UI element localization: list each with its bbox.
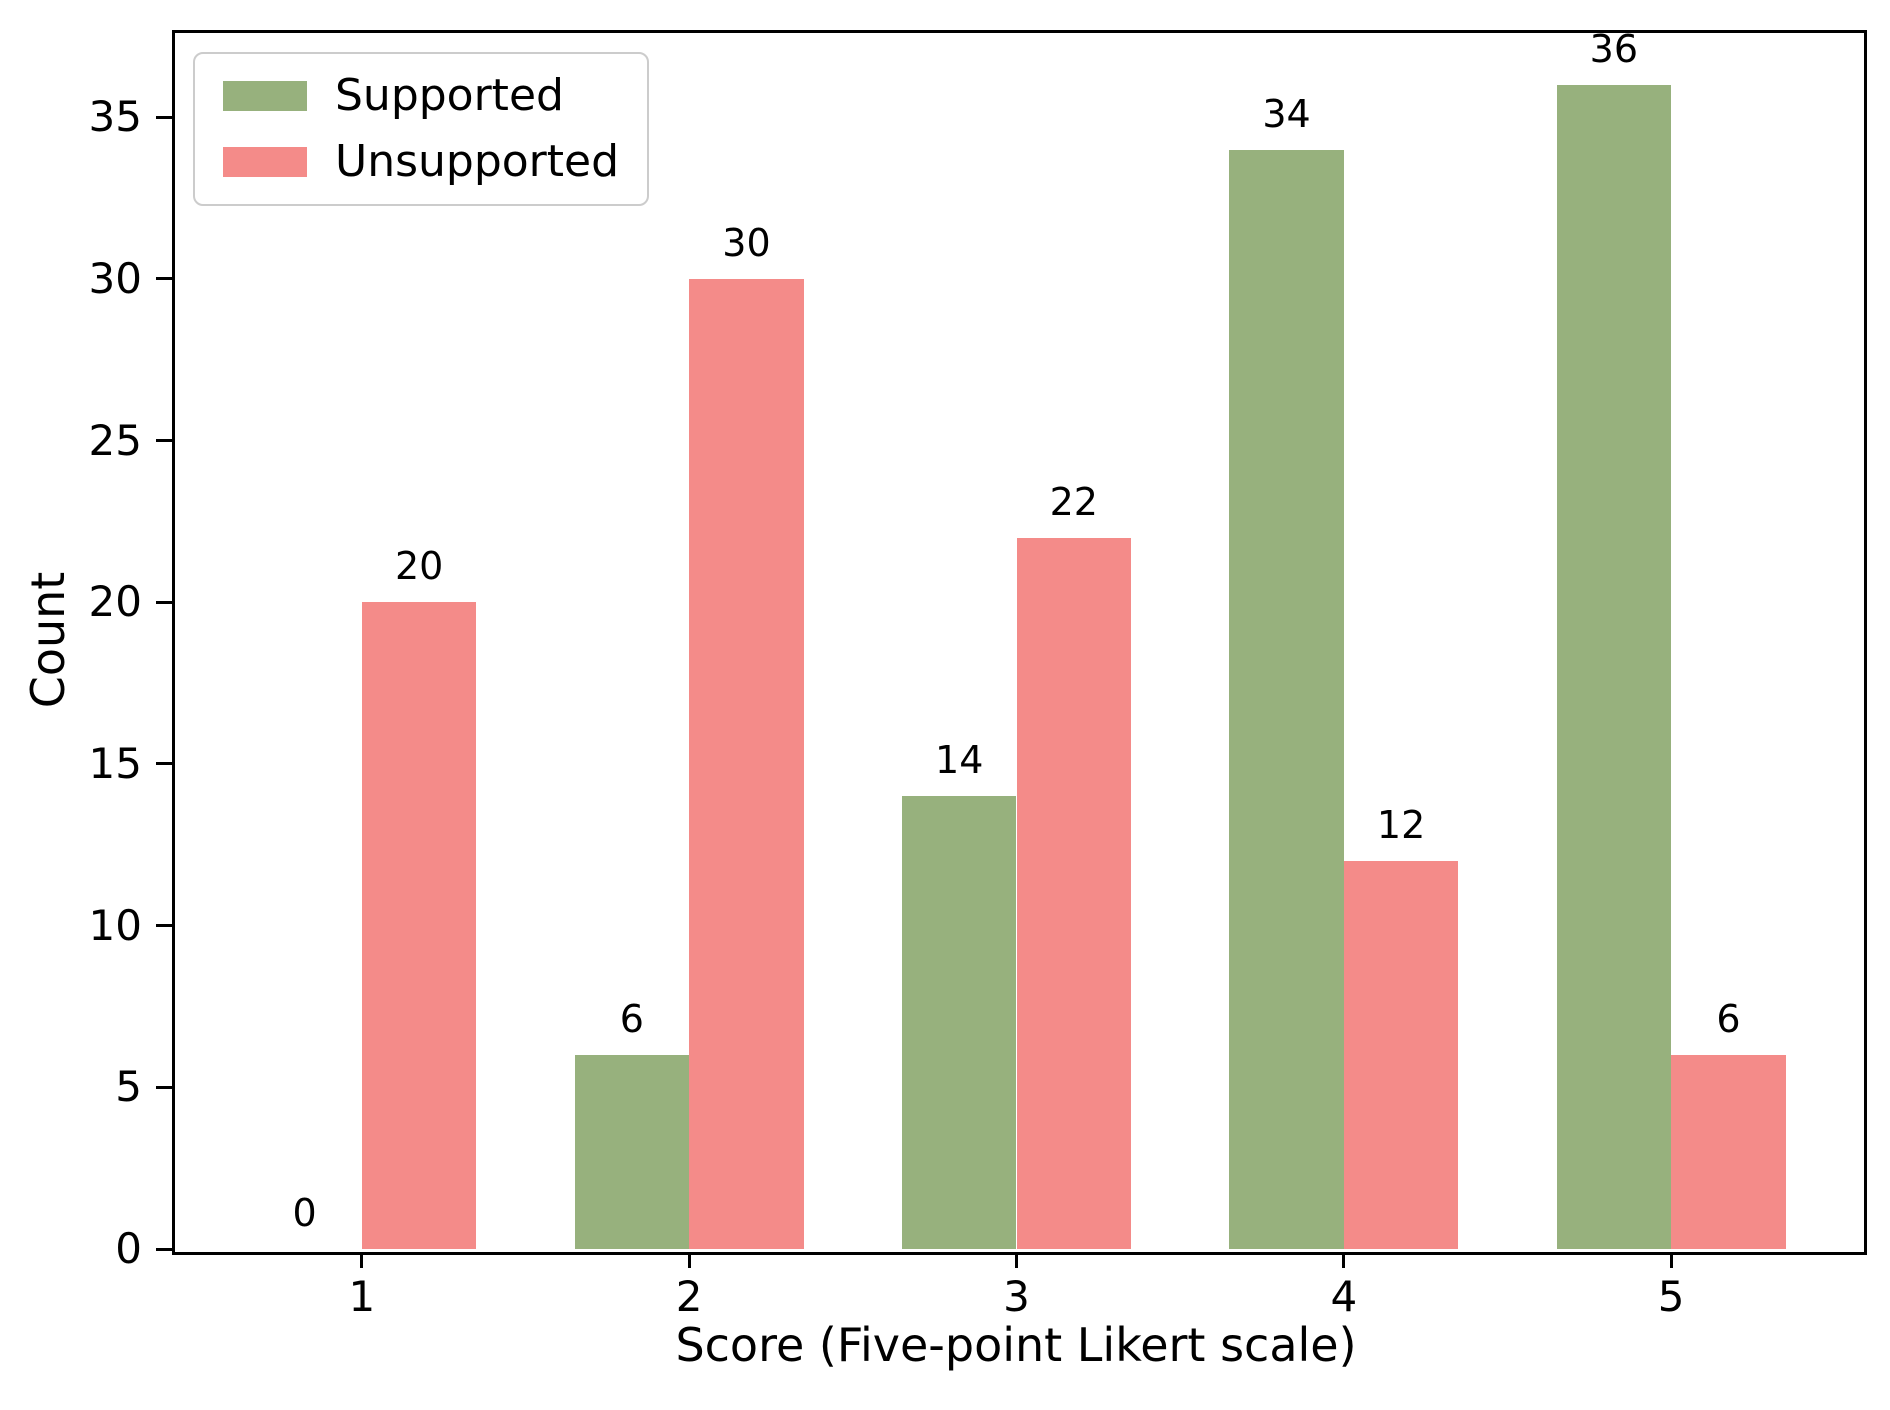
- x-tick-mark: [687, 1252, 691, 1268]
- legend-entry-supported: Supported: [223, 74, 619, 118]
- y-tick-label: 15: [88, 738, 142, 788]
- bar-value-label: 34: [1262, 91, 1311, 136]
- bar-unsupported-3: [1016, 537, 1132, 1249]
- x-tick-mark: [1342, 1252, 1346, 1268]
- y-tick-mark: [156, 115, 172, 119]
- x-tick-label: 3: [1003, 1272, 1030, 1321]
- bar-value-label: 12: [1376, 803, 1426, 848]
- legend-swatch-unsupported: [223, 147, 307, 177]
- y-tick-mark: [156, 1085, 172, 1089]
- bar-supported-2: [574, 1054, 690, 1249]
- y-tick-mark: [156, 762, 172, 766]
- legend-label-supported: Supported: [335, 70, 564, 121]
- legend-label-unsupported: Unsupported: [335, 136, 620, 187]
- bar-value-label: 0: [292, 1191, 317, 1236]
- x-tick-label: 4: [1330, 1272, 1358, 1321]
- x-tick-mark: [1015, 1252, 1018, 1268]
- bar-value-label: 6: [619, 997, 644, 1042]
- bar-value-label: 6: [1716, 997, 1741, 1042]
- x-tick-label: 2: [675, 1272, 703, 1321]
- bar-unsupported-2: [689, 278, 804, 1249]
- y-tick-mark: [156, 439, 172, 443]
- y-tick-mark: [156, 1247, 172, 1251]
- y-tick-mark: [156, 600, 172, 604]
- x-tick-label: 1: [348, 1272, 376, 1321]
- y-tick-label: 20: [88, 577, 142, 627]
- y-tick-label: 30: [88, 253, 142, 303]
- y-tick-mark: [156, 277, 172, 281]
- bar-supported-5: [1556, 84, 1672, 1249]
- bar-unsupported-5: [1671, 1054, 1786, 1249]
- y-tick-label: 0: [115, 1224, 142, 1273]
- bar-supported-4: [1229, 149, 1344, 1249]
- y-tick-label: 25: [88, 415, 142, 465]
- x-tick-mark: [360, 1252, 364, 1268]
- x-tick-label: 5: [1657, 1272, 1685, 1321]
- y-tick-label: 35: [88, 92, 142, 142]
- legend: Supported Unsupported: [193, 52, 650, 206]
- bar-unsupported-1: [361, 602, 477, 1249]
- legend-entry-unsupported: Unsupported: [223, 140, 619, 184]
- x-tick-mark: [1669, 1252, 1673, 1268]
- bar-value-label: 22: [1049, 479, 1098, 524]
- y-tick-label: 5: [115, 1062, 142, 1112]
- bar-value-label: 14: [935, 738, 984, 783]
- legend-swatch-supported: [223, 81, 307, 111]
- bar-value-label: 20: [394, 544, 444, 589]
- bar-supported-3: [901, 796, 1017, 1249]
- x-axis-label: Score (Five-point Likert scale): [675, 1318, 1357, 1372]
- bar-unsupported-4: [1343, 860, 1459, 1249]
- bar-value-label: 30: [722, 221, 771, 266]
- y-tick-label: 10: [88, 900, 142, 950]
- bar-value-label: 36: [1589, 27, 1639, 72]
- y-tick-mark: [156, 924, 172, 928]
